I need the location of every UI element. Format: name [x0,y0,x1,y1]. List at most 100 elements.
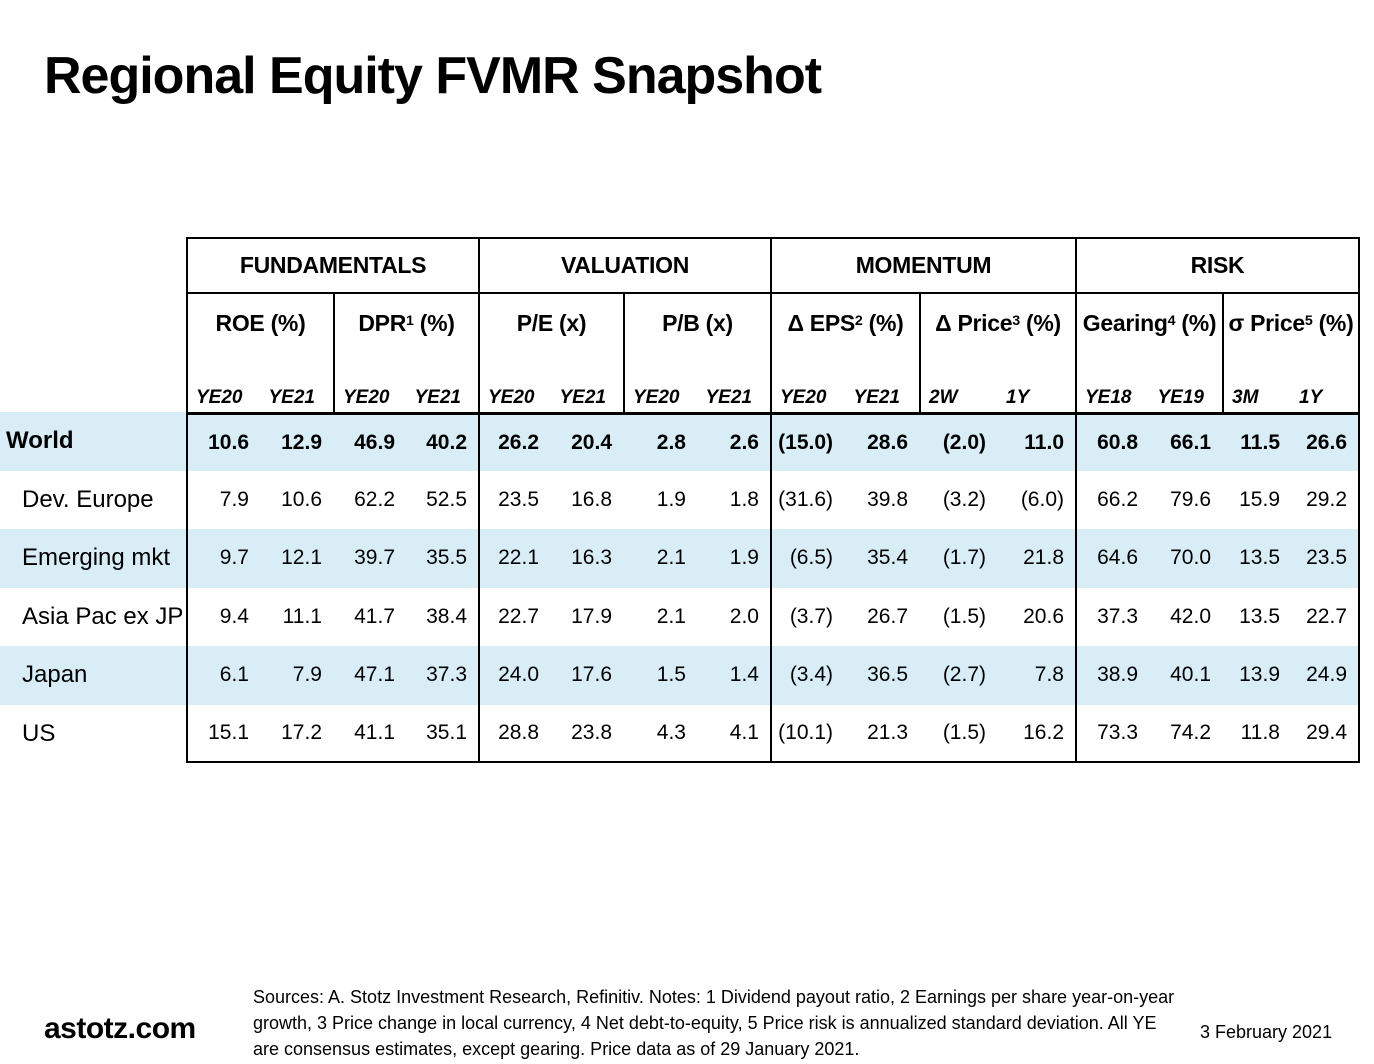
data-cell: 23.5 [1291,529,1360,588]
data-cell: 7.8 [997,646,1075,705]
data-cell: 1.9 [697,529,770,588]
data-cell: 20.6 [1023,604,1064,628]
data-cell: 13.5 [1222,529,1291,588]
column-label: YE18 [1085,387,1132,408]
data-cell: 41.7 [354,604,395,628]
row-label: Emerging mkt [0,529,186,588]
data-cell: (6.0) [1020,487,1064,511]
data-cell: (1.5) [942,604,986,628]
data-cell: 22.7 [478,587,550,646]
data-cell: 36.5 [844,646,919,705]
table-spacer [0,237,186,292]
data-cell: (3.4) [770,646,844,705]
data-cell: 47.1 [333,646,406,705]
data-cell: 16.3 [550,529,623,588]
data-cell: (3.2) [942,487,986,511]
data-cell: 73.3 [1075,704,1149,763]
metric-header-dpr: DPR1 (%) YE20 YE21 [333,292,478,412]
data-cell: 9.4 [186,587,260,646]
footnote-line: Sources: A. Stotz Investment Research, R… [253,987,1175,1007]
data-cell: 6.1 [186,646,260,705]
column-label: YE21 [559,387,606,408]
data-cell: 40.2 [406,412,478,471]
data-cell: 79.6 [1170,487,1211,511]
column-label: 1Y [1006,387,1030,408]
data-cell: 21.8 [997,529,1075,588]
column-label: YE21 [268,387,315,408]
metric-header-roe: ROE (%) YE20 YE21 [186,292,333,412]
column-label: 3M [1232,387,1259,408]
group-header-momentum: MOMENTUM [770,237,1075,292]
page-title: Regional Equity FVMR Snapshot [44,47,822,105]
data-cell: 10.6 [186,412,260,471]
data-cell: 15.1 [186,704,260,763]
data-cell: 13.5 [1239,604,1280,628]
data-cell: 62.2 [354,487,395,511]
column-label: YE21 [705,387,752,408]
data-cell: (15.0) [770,412,844,471]
data-cell: 29.4 [1291,704,1360,763]
row-label: US [22,719,56,747]
data-cell: 35.5 [406,529,478,588]
data-cell: 1.9 [656,487,686,511]
group-header-fundamentals: FUNDAMENTALS [186,237,478,292]
data-cell: 37.3 [406,646,478,705]
data-cell: 11.5 [1222,412,1291,471]
data-cell: (3.7) [770,587,844,646]
data-cell: 10.6 [281,487,322,511]
data-cell: 26.7 [867,604,908,628]
data-cell: (1.5) [919,705,997,763]
data-cell: 2.8 [623,412,697,471]
column-label: YE20 [343,387,390,408]
data-cell: (6.5) [770,529,844,588]
data-cell: 4.3 [623,705,697,763]
data-cell: 39.8 [867,487,908,511]
data-cell: 2.0 [729,604,759,628]
data-cell: 11.0 [997,412,1075,471]
metric-header-sigma-price: σ Price5 (%) 3M 1Y [1222,292,1360,412]
data-cell: 7.9 [260,646,333,705]
data-cell: 20.4 [550,412,623,471]
row-label: World [0,412,186,471]
data-cell: 40.1 [1149,646,1222,705]
data-cell: 28.8 [478,704,550,763]
metric-name: Gearing4 (%) [1082,310,1217,336]
data-cell: 26.2 [478,412,550,471]
group-header-valuation: VALUATION [478,237,770,292]
data-cell: 4.1 [697,705,770,763]
data-cell: 17.2 [260,705,333,763]
column-label: 1Y [1299,387,1323,408]
data-cell: 74.2 [1149,705,1222,763]
data-cell: 12.9 [260,412,333,471]
column-labels: YE18 YE19 [1077,387,1222,412]
row-label: Japan [0,646,186,705]
column-labels: 3M 1Y [1224,387,1358,412]
data-cell: 15.9 [1239,487,1280,511]
data-cell: 23.8 [550,705,623,763]
data-cell: (10.1) [770,704,844,763]
data-cell: 12.1 [260,529,333,588]
slide-date: 3 February 2021 [1200,1022,1333,1042]
data-cell: 17.9 [571,604,612,628]
data-cell: 9.7 [186,529,260,588]
data-cell: 2.1 [656,604,686,628]
data-cell: 7.9 [186,470,260,529]
data-cell: 37.3 [1075,587,1149,646]
column-label: YE20 [633,387,680,408]
data-cell: 28.6 [844,412,919,471]
data-cell: 21.3 [844,705,919,763]
data-cell: 16.8 [571,487,612,511]
footnotes: Sources: A. Stotz Investment Research, R… [253,984,1174,1062]
data-cell: 11.8 [1222,705,1291,763]
data-cell: 38.4 [426,604,467,628]
data-cell: 2.1 [623,529,697,588]
data-cell: 1.4 [697,646,770,705]
data-cell: 16.2 [997,705,1075,763]
table-spacer [0,292,186,412]
column-label: YE20 [488,387,535,408]
data-cell: 39.7 [333,529,406,588]
row-label: Asia Pac ex JP [22,602,184,630]
data-cell: 46.9 [333,412,406,471]
metric-name: σ Price5 (%) [1228,310,1354,336]
metric-header-gearing: Gearing4 (%) YE18 YE19 [1075,292,1222,412]
